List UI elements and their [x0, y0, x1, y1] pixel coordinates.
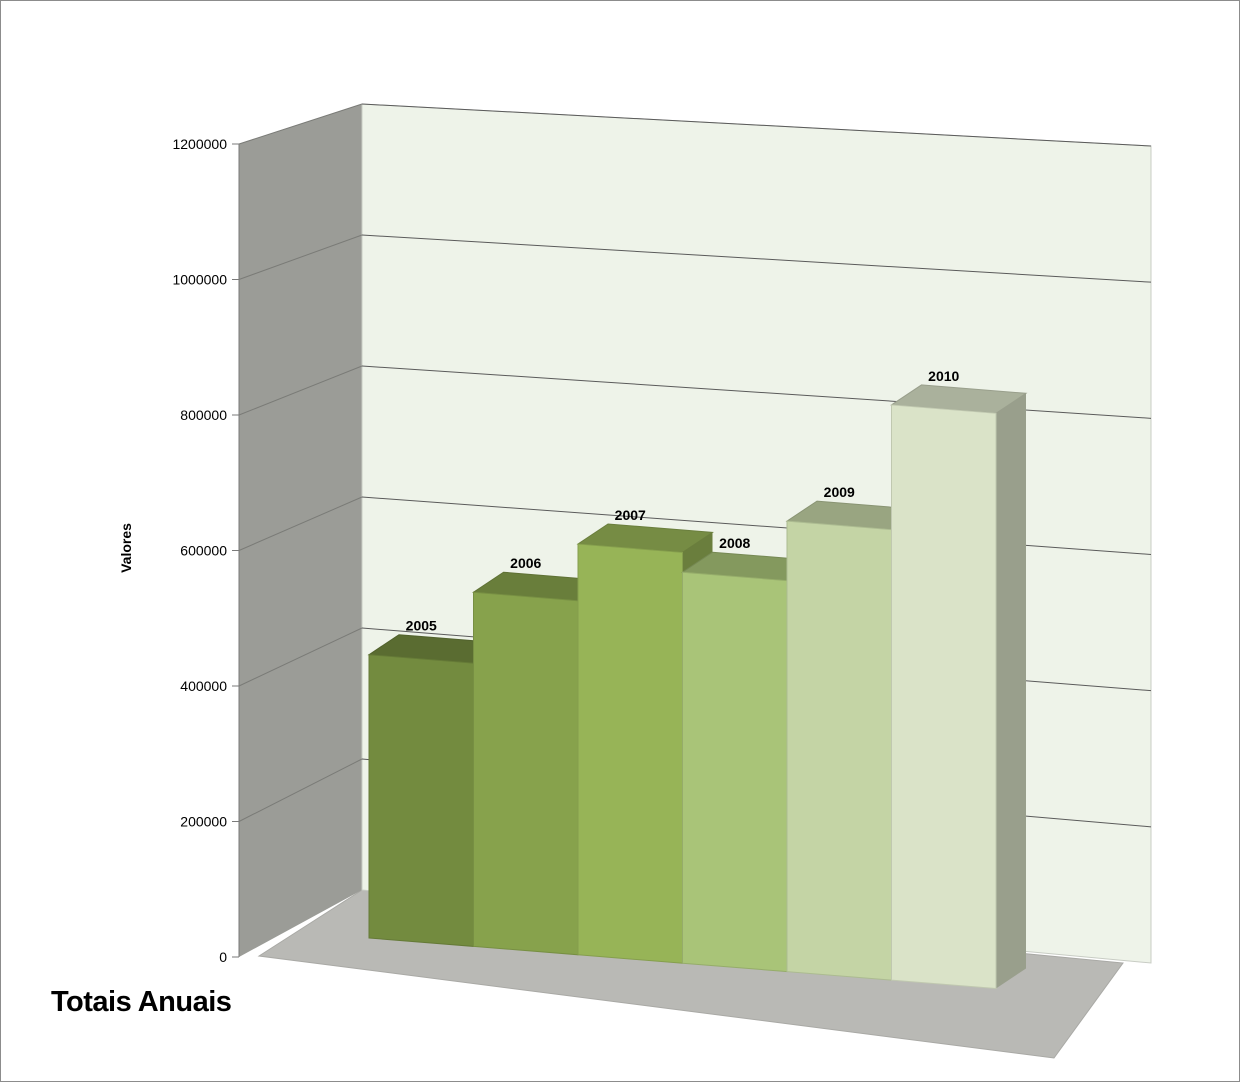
side-gridline: [238, 496, 363, 551]
bar-data-label: 2008: [719, 535, 750, 551]
y-tick-label: 800000: [180, 407, 227, 423]
side-gridline: [238, 758, 363, 822]
bar: [473, 591, 579, 956]
y-tick-label: 0: [219, 949, 227, 965]
y-tick-label: 1200000: [172, 136, 227, 152]
bar-data-label: 2005: [406, 618, 437, 634]
side-wall: [239, 104, 362, 957]
back-gridline: [361, 234, 1152, 283]
back-gridline: [361, 103, 1152, 147]
side-gridline: [238, 103, 363, 145]
bar: [368, 654, 474, 947]
y-tick-label: 400000: [180, 678, 227, 694]
bar: [682, 571, 788, 973]
bar: [577, 543, 683, 964]
bar-side: [996, 393, 1026, 989]
chart-title: Totais Anuais: [51, 986, 232, 1018]
y-tick-label: 600000: [180, 543, 227, 559]
bar-data-label: 2006: [510, 555, 541, 571]
y-axis-title: Valores: [118, 523, 134, 573]
side-gridline: [238, 627, 363, 687]
bar-data-label: 2007: [615, 507, 646, 523]
bar-data-label: 2010: [928, 368, 959, 384]
bar-data-label: 2009: [824, 484, 855, 500]
side-gridline: [238, 365, 363, 416]
side-gridline: [238, 234, 363, 280]
y-tick-label: 1000000: [172, 272, 227, 288]
y-tick-label: 200000: [180, 814, 227, 830]
bar: [786, 520, 892, 981]
bar: [891, 404, 997, 990]
